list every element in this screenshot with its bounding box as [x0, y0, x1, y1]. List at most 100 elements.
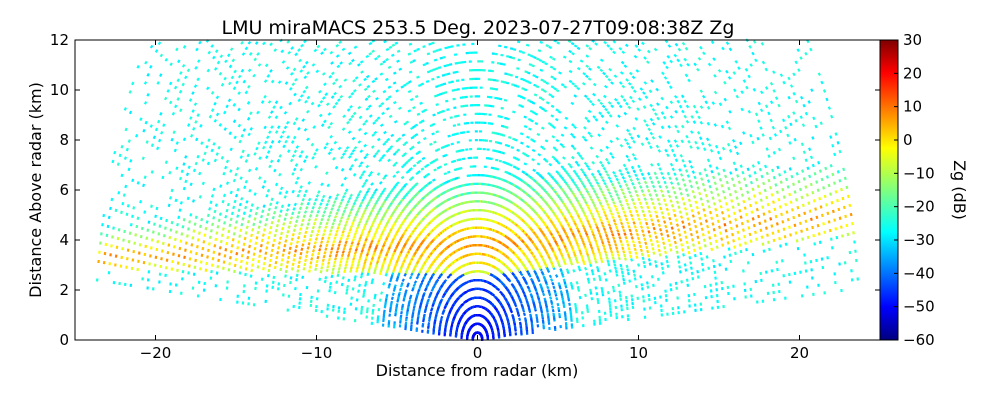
reflectivity-cell: [688, 256, 692, 260]
reflectivity-cell: [818, 240, 822, 244]
chart-title: LMU miraMACS 253.5 Deg. 2023-07-27T09:08…: [222, 17, 735, 39]
reflectivity-cell: [777, 282, 781, 286]
reflectivity-cell: [486, 95, 491, 99]
reflectivity-cell: [468, 69, 473, 72]
reflectivity-cell: [775, 260, 779, 264]
reflectivity-cell: [716, 299, 719, 304]
reflectivity-cell: [831, 172, 835, 177]
reflectivity-cell: [643, 237, 647, 242]
reflectivity-cell: [535, 316, 539, 321]
reflectivity-cell: [650, 242, 654, 247]
reflectivity-cell: [819, 205, 823, 209]
reflectivity-cell: [710, 295, 713, 299]
reflectivity-cell: [497, 115, 501, 118]
reflectivity-cell: [684, 268, 688, 272]
reflectivity-cell: [678, 265, 682, 269]
reflectivity-cell: [808, 209, 812, 213]
reflectivity-cell: [801, 169, 805, 173]
reflectivity-cell: [693, 292, 696, 297]
reflectivity-cell: [731, 205, 735, 209]
reflectivity-cell: [701, 233, 705, 237]
reflectivity-cell: [625, 303, 629, 307]
reflectivity-cell: [609, 307, 612, 311]
reflectivity-cell: [707, 230, 711, 235]
reflectivity-cell: [620, 308, 624, 312]
reflectivity-cell: [531, 330, 534, 335]
reflectivity-cell: [653, 296, 657, 300]
reflectivity-cell: [643, 307, 646, 311]
reflectivity-cell: [593, 322, 596, 326]
reflectivity-cell: [541, 319, 545, 323]
reflectivity-cell: [765, 270, 768, 274]
reflectivity-cell: [850, 269, 853, 273]
reflectivity-cell: [638, 244, 643, 249]
reflectivity-cell: [686, 217, 690, 221]
reflectivity-cell: [835, 235, 839, 240]
reflectivity-cell: [725, 235, 729, 239]
reflectivity-cell: [720, 210, 724, 215]
reflectivity-cell: [809, 155, 814, 160]
reflectivity-cell: [759, 228, 763, 232]
reflectivity-cell: [490, 69, 494, 73]
reflectivity-cell: [788, 225, 791, 229]
reflectivity-cell: [765, 171, 769, 176]
reflectivity-cell: [829, 192, 833, 196]
reflectivity-cell: [632, 269, 636, 274]
reflectivity-cell: [694, 224, 698, 229]
reflectivity-cell: [808, 174, 812, 179]
reflectivity-cell: [647, 253, 651, 258]
reflectivity-cell: [664, 289, 667, 293]
reflectivity-cell: [685, 240, 689, 245]
reflectivity-cell: [817, 160, 821, 165]
reflectivity-cell: [772, 298, 776, 302]
reflectivity-cell: [753, 194, 757, 198]
reflectivity-cell: [479, 86, 483, 89]
reflectivity-cell: [771, 283, 775, 287]
reflectivity-cell: [660, 313, 664, 317]
reflectivity-cell: [812, 233, 816, 238]
reflectivity-cell: [744, 241, 747, 245]
reflectivity-cell: [700, 257, 704, 261]
reflectivity-cell: [749, 180, 754, 185]
reflectivity-cell: [836, 141, 840, 145]
reflectivity-cell: [793, 271, 797, 275]
reflectivity-cell: [766, 233, 769, 237]
reflectivity-cell: [540, 313, 544, 317]
reflectivity-cell: [620, 304, 623, 308]
reflectivity-cell: [771, 168, 775, 173]
reflectivity-cell: [474, 95, 478, 98]
reflectivity-cell: [743, 234, 746, 239]
reflectivity-cell: [751, 187, 755, 192]
reflectivity-cell: [459, 131, 464, 135]
reflectivity-cell: [460, 61, 464, 64]
reflectivity-cell: [833, 272, 836, 276]
reflectivity-cell: [484, 104, 488, 107]
reflectivity-cell: [755, 207, 759, 212]
reflectivity-cell: [822, 222, 825, 226]
reflectivity-cell: [823, 194, 827, 199]
reflectivity-cell: [746, 219, 750, 223]
reflectivity-cell: [813, 171, 817, 176]
reflectivity-cell: [581, 316, 584, 320]
reflectivity-cell: [494, 96, 498, 100]
reflectivity-cell: [608, 300, 611, 305]
reflectivity-cell: [640, 283, 644, 287]
reflectivity-cell: [677, 260, 681, 264]
reflectivity-cell: [778, 173, 782, 177]
reflectivity-cell: [646, 285, 650, 289]
reflectivity-cell: [578, 295, 582, 300]
reflectivity-cell: [762, 249, 766, 253]
reflectivity-cell: [576, 285, 580, 290]
reflectivity-cell: [844, 214, 848, 219]
reflectivity-cell: [575, 317, 579, 321]
reflectivity-cell: [482, 147, 486, 151]
reflectivity-cell: [585, 272, 589, 276]
reflectivity-cell: [642, 260, 646, 265]
reflectivity-cell: [679, 270, 682, 274]
reflectivity-cell: [763, 188, 767, 193]
reflectivity-cell: [500, 80, 504, 84]
reflectivity-cell: [494, 140, 499, 144]
reflectivity-cell: [664, 250, 668, 255]
reflectivity-cell: [708, 236, 712, 240]
reflectivity-cell: [781, 187, 785, 192]
